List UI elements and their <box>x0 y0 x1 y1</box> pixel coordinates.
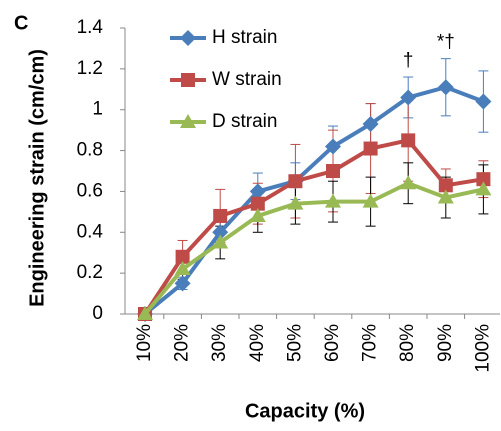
marker <box>137 306 153 320</box>
x-tick-label: 30% <box>209 324 230 362</box>
x-tick-label: 100% <box>472 324 493 373</box>
annotation: *† <box>437 32 455 53</box>
y-tick-label: 0.8 <box>77 140 103 161</box>
marker <box>249 183 266 200</box>
marker <box>437 189 454 204</box>
marker <box>400 89 417 106</box>
marker <box>175 249 190 264</box>
marker <box>325 138 341 155</box>
y-tick-label: 1.4 <box>77 17 104 38</box>
x-tick-label: 70% <box>360 324 381 362</box>
annotation: † <box>403 50 414 71</box>
y-axis-title: Engineering strain (cm/cm) <box>26 49 48 307</box>
legend-label: H strain <box>212 27 277 48</box>
marker <box>174 261 191 276</box>
marker <box>438 178 453 193</box>
marker <box>213 208 228 223</box>
marker <box>181 73 195 87</box>
marker <box>363 141 378 156</box>
x-tick-label: 40% <box>247 324 268 362</box>
marker <box>475 181 492 196</box>
x-tick-label: 10% <box>134 324 155 362</box>
marker <box>362 116 379 133</box>
marker <box>401 133 416 148</box>
y-tick-label: 1.2 <box>77 58 103 79</box>
x-tick-label: 50% <box>284 324 305 362</box>
marker <box>476 172 491 187</box>
marker <box>326 164 340 178</box>
marker <box>250 196 265 211</box>
marker <box>475 93 492 110</box>
marker <box>180 114 196 128</box>
x-tick-label: 90% <box>435 324 456 362</box>
marker <box>212 234 229 249</box>
panel-label: C <box>14 12 28 34</box>
marker <box>400 175 417 190</box>
x-axis-title: Capacity (%) <box>245 400 365 422</box>
y-tick-label: 0.4 <box>77 221 104 242</box>
x-tick-label: 20% <box>172 324 193 362</box>
marker <box>325 193 341 208</box>
series-line <box>143 181 484 316</box>
legend-label: W strain <box>212 69 282 90</box>
marker <box>212 224 229 241</box>
marker <box>288 174 303 189</box>
marker <box>362 193 379 208</box>
marker <box>249 207 266 222</box>
series-line <box>143 138 484 316</box>
y-tick-label: 0.2 <box>77 262 103 283</box>
legend-label: D strain <box>212 111 277 132</box>
marker <box>174 275 191 292</box>
marker <box>287 195 304 210</box>
marker <box>180 30 196 46</box>
marker <box>437 79 454 96</box>
x-tick-label: 60% <box>322 324 343 362</box>
y-tick-label: 1 <box>92 99 103 120</box>
x-tick-label: 80% <box>397 324 418 362</box>
y-tick-label: 0.6 <box>77 180 103 201</box>
y-tick-label: 0 <box>92 303 103 324</box>
